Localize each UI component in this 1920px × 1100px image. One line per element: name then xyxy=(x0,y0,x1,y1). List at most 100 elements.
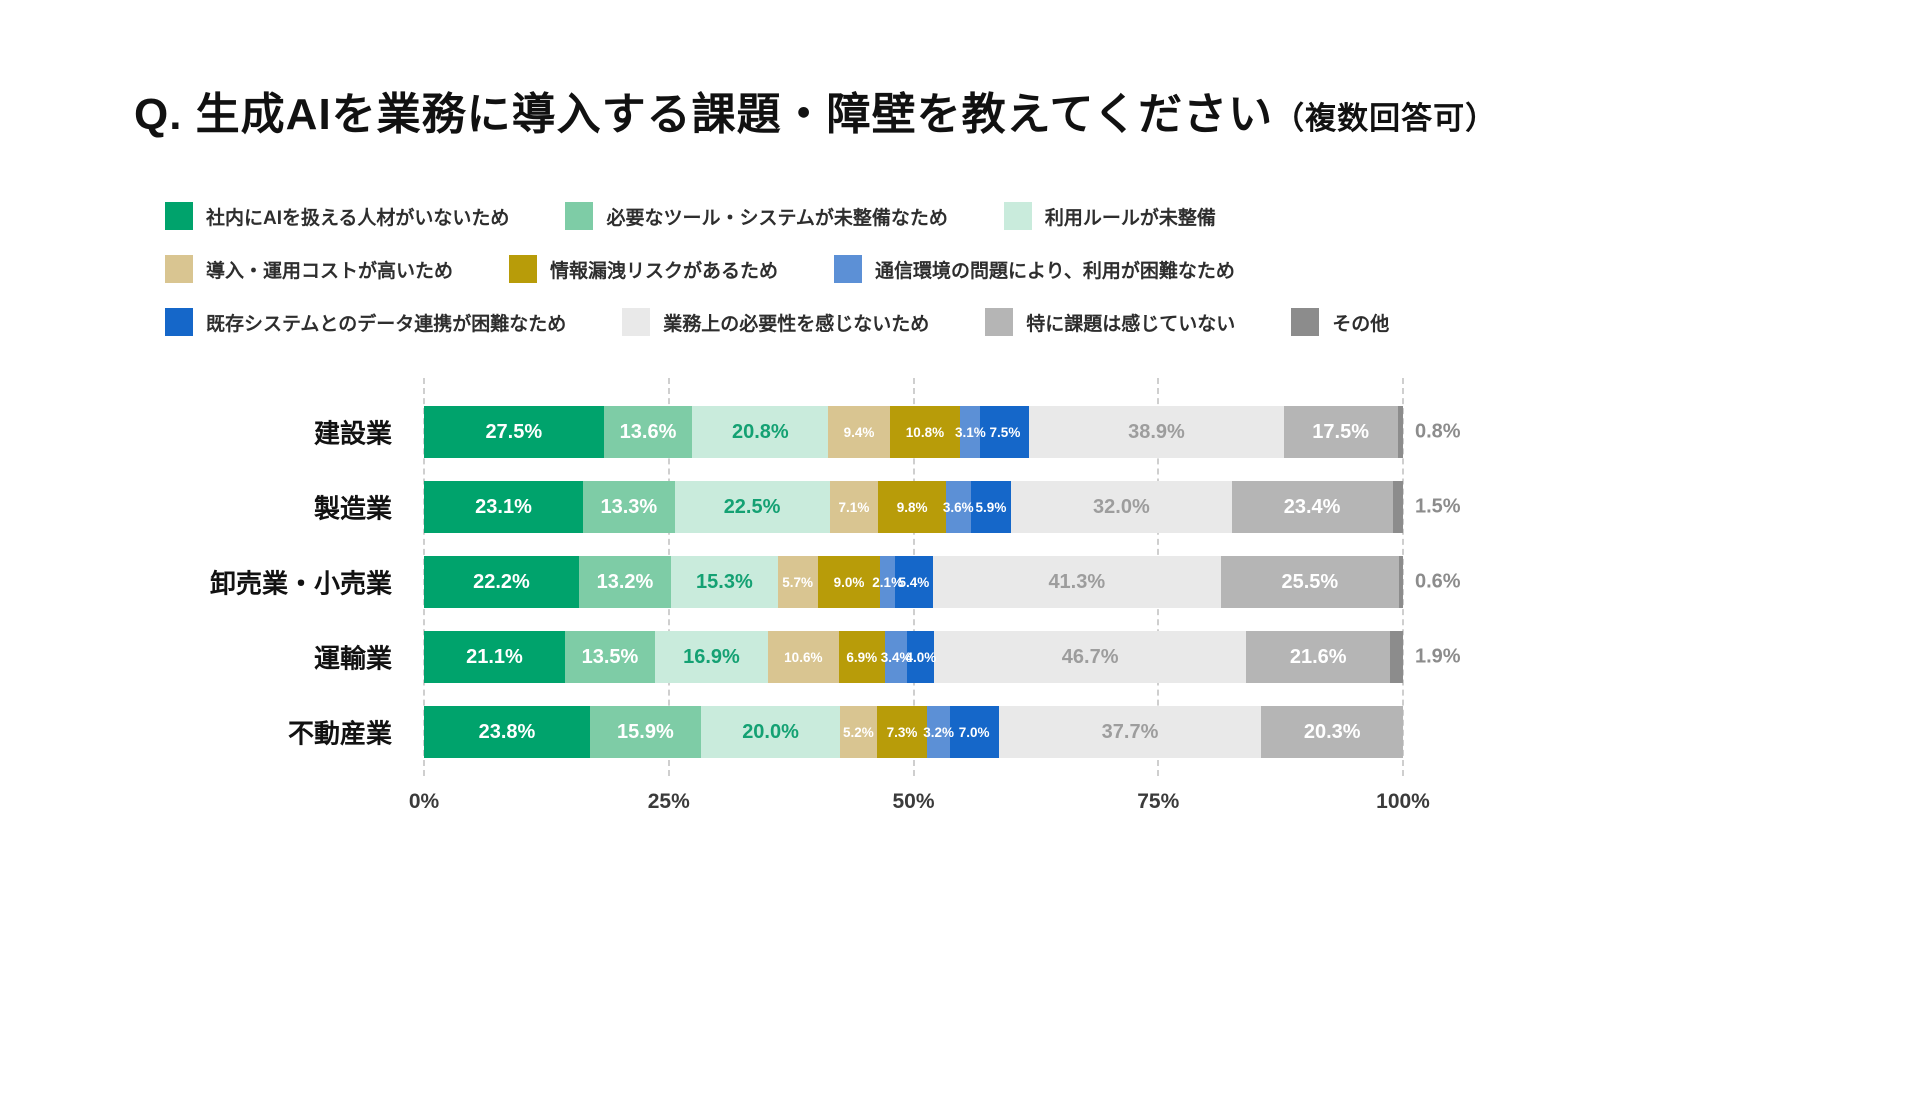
x-axis-tick-label: 0% xyxy=(408,790,440,813)
segment-value-label: 3.4% xyxy=(880,649,912,665)
bar-segment: 16.9% xyxy=(655,631,768,683)
legend-swatch xyxy=(165,255,193,283)
outside-value-label: 1.5% xyxy=(1415,495,1461,518)
category-label: 建設業 xyxy=(313,418,392,449)
legend-swatch xyxy=(622,308,651,336)
legend-item: 必要なツール・システムが未整備なため xyxy=(565,202,948,230)
legend-label: 社内にAIを扱える人材がいないため xyxy=(206,207,510,229)
bar-segment xyxy=(1390,631,1403,683)
x-axis-tick-label: 75% xyxy=(1137,790,1180,813)
legend-item: 社内にAIを扱える人材がいないため xyxy=(165,202,509,230)
legend-swatch xyxy=(1003,202,1032,230)
legend-row: 社内にAIを扱える人材がいないため 必要なツール・システムが未整備なため 利用ルール… xyxy=(165,202,1389,230)
category-label: 卸売業・小売業 xyxy=(209,568,392,599)
bar-segment: 20.3% xyxy=(1261,706,1403,758)
bar-segment: 21.1% xyxy=(424,631,565,683)
segment-value-label: 21.6% xyxy=(1289,645,1347,668)
bar-segment: 25.5% xyxy=(1220,556,1399,608)
bar-segment: 23.8% xyxy=(424,706,590,758)
bar-segment: 15.9% xyxy=(589,706,701,758)
bar-row: 卸売業・小売業 22.2% 13.2% 15.3% 5.7% 9.0% 2.1% 5.4% 41… xyxy=(210,556,1461,608)
segment-value-label: 38.9% xyxy=(1128,420,1185,443)
legend-row: 既存システムとのデータ連携が困難なため 業務上の必要性を感じないため 特に課題は感じ… xyxy=(165,308,1389,336)
bar-segment: 3.2% xyxy=(923,706,954,758)
legend-row: 導入・運用コストが高いため 情報漏洩リスクがあるため 通信環境の問題により、利用が困… xyxy=(165,255,1389,283)
legend-label: 特に課題は感じていない xyxy=(1026,313,1236,335)
legend-label: 利用ルールが未整備 xyxy=(1044,207,1216,229)
segment-value-label: 7.0% xyxy=(958,724,990,740)
bar-segment: 38.9% xyxy=(1029,406,1284,458)
page-title: Q. 生成AIを業務に導入する課題・障壁を教えてください（複数回答可） xyxy=(134,78,1497,142)
bar-segment: 20.8% xyxy=(692,406,829,458)
x-axis-tick-label: 100% xyxy=(1376,790,1430,813)
segment-value-label: 41.3% xyxy=(1048,570,1106,593)
bar-segment: 5.2% xyxy=(840,706,877,758)
bar-segment: 21.6% xyxy=(1246,631,1391,683)
legend-swatch xyxy=(985,308,1014,336)
segment-value-label: 5.2% xyxy=(843,724,874,740)
bar-row: 運輸業 21.1% 13.5% 16.9% 10.6% 6.9% 3.4% 4.0% 46.7%… xyxy=(314,631,1461,683)
segment-value-label: 23.8% xyxy=(478,720,536,743)
segment-value-label: 4.0% xyxy=(905,649,937,665)
legend-label: その他 xyxy=(1332,313,1390,335)
segment-value-label: 27.5% xyxy=(485,420,543,443)
outside-value-label: 0.8% xyxy=(1415,420,1461,443)
bar-segment: 9.4% xyxy=(828,406,890,458)
legend-swatch xyxy=(565,202,594,230)
segment-value-label: 9.4% xyxy=(843,424,875,440)
bar-segment: 3.1% xyxy=(955,406,986,458)
bar-segment: 20.0% xyxy=(700,706,841,758)
bar-segment xyxy=(1398,556,1404,608)
segment-value-label: 20.8% xyxy=(732,420,789,443)
legend-label: 情報漏洩リスクがあるため xyxy=(550,260,779,282)
legend-label: 必要なツール・システムが未整備なため xyxy=(606,207,948,229)
segment-value-label: 3.6% xyxy=(942,499,974,515)
legend-label: 導入・運用コストが高いため xyxy=(206,260,454,282)
segment-value-label: 21.1% xyxy=(466,645,523,668)
category-label: 製造業 xyxy=(313,493,392,524)
bar-segment: 3.4% xyxy=(881,631,912,683)
legend-label: 業務上の必要性を感じないため xyxy=(663,313,930,335)
bar-segment: 32.0% xyxy=(1011,481,1232,533)
segment-value-label: 9.8% xyxy=(896,499,928,515)
bar-segment: 13.6% xyxy=(603,406,693,458)
legend-item: その他 xyxy=(1291,308,1389,336)
bar-segment: 5.4% xyxy=(895,556,933,608)
bar-segment: 37.7% xyxy=(998,706,1262,758)
bar-segment: 7.3% xyxy=(876,706,928,758)
legend-item: 既存システムとのデータ連携が困難なため xyxy=(165,308,566,336)
bar-segment: 27.5% xyxy=(424,406,604,458)
segment-value-label: 23.1% xyxy=(475,495,532,518)
legend-swatch xyxy=(1291,308,1320,336)
bar-segment: 41.3% xyxy=(932,556,1221,608)
bar-segment: 3.6% xyxy=(942,481,974,533)
bar-segment xyxy=(1397,406,1404,458)
legend-item: 利用ルールが未整備 xyxy=(1003,202,1216,230)
bar-segment: 17.5% xyxy=(1283,406,1398,458)
legend: 社内にAIを扱える人材がいないため 必要なツール・システムが未整備なため 利用ルール… xyxy=(165,202,1389,361)
segment-value-label: 9.0% xyxy=(833,574,865,590)
segment-value-label: 2.1% xyxy=(872,574,904,590)
title-sub: （複数回答可） xyxy=(1273,101,1498,136)
title-main: Q. 生成AIを業務に導入する課題・障壁を教えてください xyxy=(134,90,1274,139)
segment-value-label: 5.7% xyxy=(782,574,814,590)
bar-segment: 23.4% xyxy=(1231,481,1393,533)
segment-value-label: 15.9% xyxy=(617,720,674,743)
segment-value-label: 22.5% xyxy=(723,495,781,518)
bar-row: 建設業 27.5% 13.6% 20.8% 9.4% 10.8% 3.1% 7.5% 38.9%… xyxy=(314,406,1461,458)
bar-segment: 9.0% xyxy=(817,556,881,608)
bar-row: 不動産業 23.8% 15.9% 20.0% 5.2% 7.3% 3.2% 7.0% 37.7%… xyxy=(288,706,1403,758)
segment-value-label: 13.6% xyxy=(619,420,677,443)
bar-segment: 5.7% xyxy=(777,556,818,608)
segment-value-label: 20.0% xyxy=(742,720,799,743)
segment-value-label: 13.3% xyxy=(600,495,658,518)
chart: 建設業 27.5% 13.6% 20.8% 9.4% 10.8% 3.1% 7.5% 38.9%… xyxy=(210,378,1461,820)
x-axis-tick-label: 25% xyxy=(647,790,690,813)
bar-segment: 46.7% xyxy=(934,631,1247,683)
outside-value-label: 0.6% xyxy=(1415,570,1461,593)
plot-area: 建設業 27.5% 13.6% 20.8% 9.4% 10.8% 3.1% 7.5% 38.9%… xyxy=(210,378,1461,776)
legend-swatch xyxy=(165,308,193,336)
bar-segment: 22.2% xyxy=(424,556,579,608)
segment-value-label: 46.7% xyxy=(1061,645,1119,668)
